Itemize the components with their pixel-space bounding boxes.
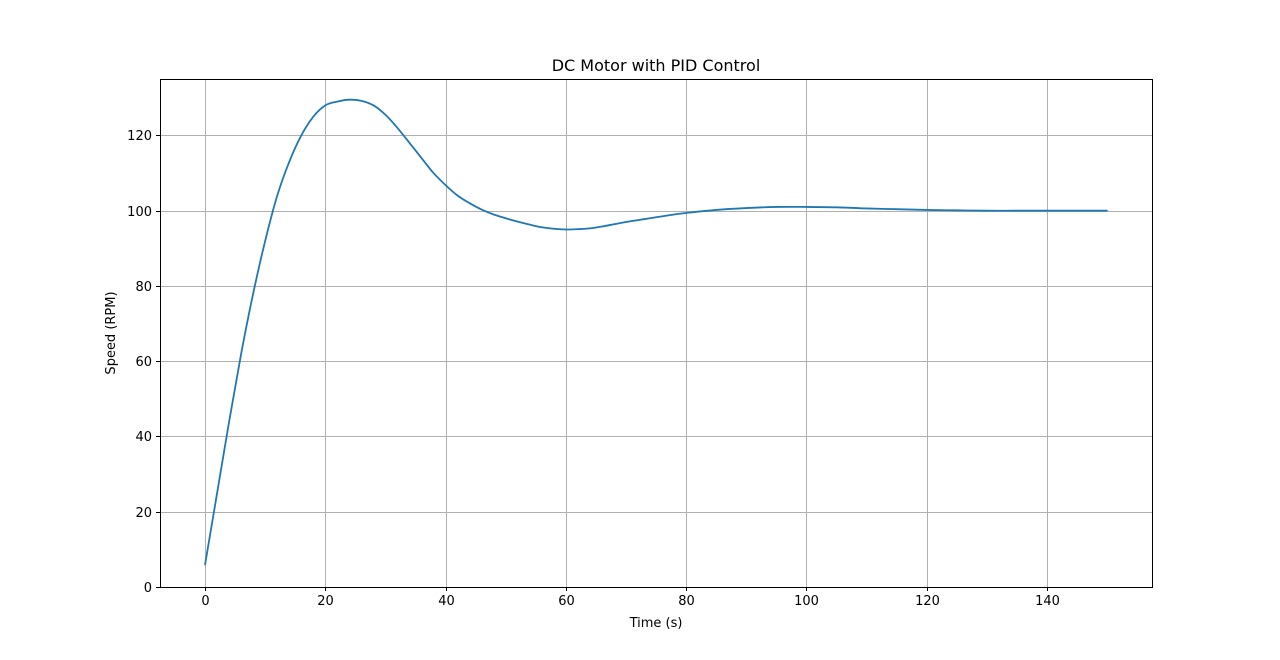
x-axis-label: Time (s) [629, 616, 683, 631]
series-layer [204, 98, 1108, 566]
series-line [204, 98, 1108, 566]
chart-title: DC Motor with PID Control [552, 56, 761, 75]
y-tick-label: 100 [127, 205, 152, 220]
y-tick-label: 80 [135, 280, 152, 295]
y-tick-label: 20 [135, 506, 152, 521]
x-tick-label: 140 [1035, 594, 1060, 609]
y-axis-label: Speed (RPM) [104, 291, 119, 374]
y-tick-label: 40 [135, 430, 152, 445]
y-tick-label: 0 [144, 581, 152, 596]
y-tick-label: 60 [135, 355, 152, 370]
x-tick-label: 40 [438, 594, 455, 609]
x-tick-label: 0 [201, 594, 209, 609]
x-axis: 0 20 40 60 80 100 120 140 [201, 587, 1060, 609]
x-tick-label: 20 [317, 594, 334, 609]
x-tick-label: 100 [794, 594, 819, 609]
grid [160, 79, 1152, 588]
plot-frame [160, 79, 1153, 588]
y-tick-label: 120 [127, 129, 152, 144]
y-axis: 0 20 40 60 80 100 120 [127, 129, 160, 596]
x-tick-label: 60 [558, 594, 575, 609]
x-tick-label: 80 [678, 594, 695, 609]
x-tick-label: 120 [915, 594, 940, 609]
